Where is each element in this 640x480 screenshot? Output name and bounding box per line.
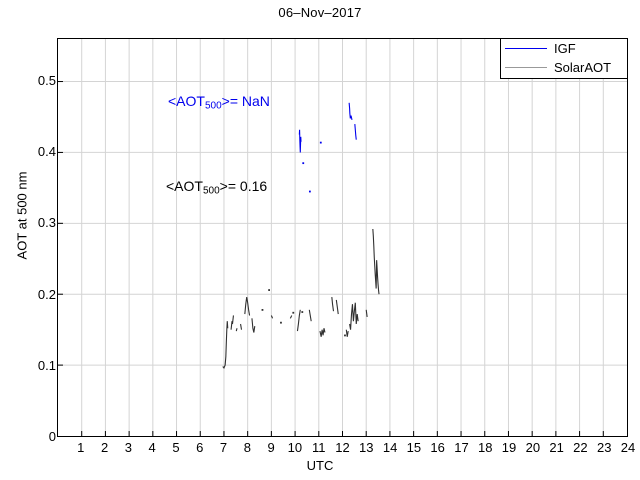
series-solaraot xyxy=(222,228,380,369)
y-tick-label: 0.5 xyxy=(37,72,56,88)
annotation-solar-mean: <AOT500>= 0.16 xyxy=(166,178,267,197)
x-tick-label: 2 xyxy=(100,440,109,455)
y-tick-label: 0.1 xyxy=(37,357,56,373)
x-tick-label: 21 xyxy=(549,440,564,455)
x-tick-label: 17 xyxy=(454,440,469,455)
annotation-igf-mid: >= xyxy=(221,93,242,109)
plot-area: <AOT500>= NaN <AOT500>= 0.16 xyxy=(57,38,628,437)
data-point xyxy=(292,311,295,314)
legend-item-solaraot: SolarAOT xyxy=(501,58,627,77)
data-point xyxy=(319,141,322,144)
data-segment xyxy=(319,328,326,337)
annotation-igf-mean: <AOT500>= NaN xyxy=(168,93,270,112)
x-tick-label: 19 xyxy=(501,440,517,455)
data-point xyxy=(268,289,271,291)
legend-box: IGF SolarAOT xyxy=(500,38,628,79)
data-segment xyxy=(240,323,243,330)
annotation-igf-subscript: 500 xyxy=(204,100,222,112)
data-segment xyxy=(372,228,380,295)
data-segment xyxy=(348,102,353,120)
data-point xyxy=(301,311,304,313)
data-point xyxy=(344,334,346,337)
annotation-solar-value: 0.16 xyxy=(239,178,268,194)
data-point xyxy=(308,190,311,193)
y-tick-label: 0.3 xyxy=(37,215,56,231)
x-tick-label: 13 xyxy=(359,440,374,455)
x-tick-label: 8 xyxy=(243,440,251,455)
data-segment xyxy=(222,321,229,369)
annotation-solar-subscript: 500 xyxy=(202,185,220,197)
data-segment xyxy=(298,129,302,153)
x-tick-label: 11 xyxy=(311,440,326,455)
annotation-solar-prefix: <AOT xyxy=(166,178,203,194)
data-segment xyxy=(244,296,251,316)
y-tick-label: 0 xyxy=(48,429,56,444)
data-segment xyxy=(365,309,368,317)
legend-label-solaraot: SolarAOT xyxy=(554,60,612,75)
data-point xyxy=(280,321,282,324)
chart-title: 06–Nov–2017 xyxy=(278,5,362,20)
data-segment xyxy=(296,309,301,332)
data-series-layer xyxy=(222,102,380,369)
data-point xyxy=(261,309,264,311)
legend-label-igf: IGF xyxy=(554,41,576,56)
legend-item-igf: IGF xyxy=(501,39,627,58)
legend-swatch-solaraot xyxy=(505,67,547,68)
data-segment xyxy=(331,296,335,312)
annotation-solar-mid: >= xyxy=(219,178,240,194)
y-tick-label: 0.4 xyxy=(37,144,56,159)
x-tick-label: 16 xyxy=(430,440,445,455)
x-tick-label: 24 xyxy=(620,440,636,455)
x-tick-label: 15 xyxy=(406,440,422,455)
grid-lines xyxy=(58,39,627,436)
y-tick-label: 0.2 xyxy=(37,286,56,302)
x-axis-label: UTC xyxy=(306,458,334,473)
data-segment xyxy=(270,315,274,319)
data-segment xyxy=(289,315,293,319)
x-tick-label: 18 xyxy=(478,440,493,455)
annotation-igf-value: NaN xyxy=(241,93,270,109)
x-tick-label: 20 xyxy=(525,440,541,455)
x-tick-label: 6 xyxy=(196,440,204,455)
x-tick-label: 14 xyxy=(382,440,398,455)
data-segment xyxy=(349,302,359,330)
data-point xyxy=(302,162,305,165)
x-tick-label: 7 xyxy=(219,440,228,455)
x-tick-label: 22 xyxy=(573,440,588,455)
data-segment xyxy=(235,328,238,332)
x-tick-label: 4 xyxy=(148,440,156,455)
data-segment xyxy=(308,309,312,322)
data-segment xyxy=(354,124,357,140)
x-tick-label: 9 xyxy=(267,440,275,455)
legend-swatch-igf xyxy=(505,48,547,49)
data-segment xyxy=(335,299,339,315)
data-segment xyxy=(230,315,234,330)
x-tick-label: 1 xyxy=(77,440,85,455)
data-segment xyxy=(251,318,256,333)
x-tick-label: 3 xyxy=(124,440,132,455)
x-tick-label: 5 xyxy=(172,440,180,455)
x-tick-label: 12 xyxy=(335,440,350,455)
data-segment xyxy=(345,329,349,337)
series-igf xyxy=(298,102,357,193)
x-tick-label: 23 xyxy=(596,440,612,455)
annotation-igf-prefix: <AOT xyxy=(168,93,205,109)
x-tick-label: 10 xyxy=(287,440,303,455)
